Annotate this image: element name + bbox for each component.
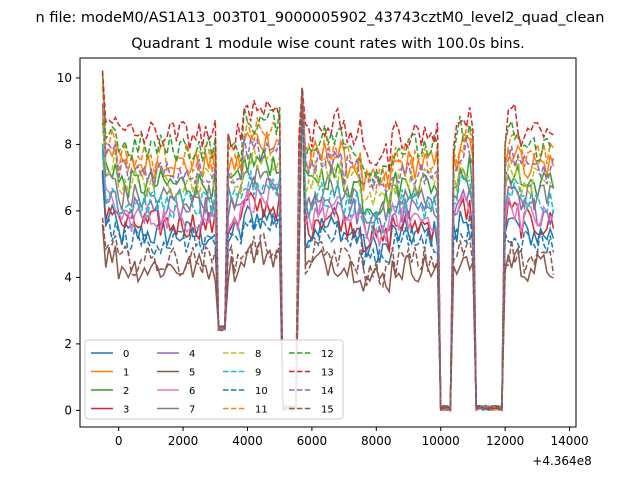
legend-label-1: 1 (123, 368, 129, 379)
y-tick-label: 10 (57, 71, 72, 85)
y-tick-label: 8 (64, 137, 72, 151)
x-axis: 0 2000 4000 6000 8000 10000 12000 14000 (115, 427, 589, 448)
x-tick-label: 6000 (297, 434, 328, 448)
legend-label-12: 12 (321, 349, 334, 360)
figure-supertitle: n file: modeM0/AS1A13_003T01_9000005902_… (35, 10, 605, 26)
y-axis: 0 2 4 6 8 10 (57, 71, 80, 417)
plot-area-frame (79, 57, 577, 428)
legend-label-7: 7 (189, 405, 195, 416)
x-axis-offset-label: +4.364e8 (532, 454, 591, 468)
series-line-12 (101, 73, 554, 412)
chart-title: Quadrant 1 module wise count rates with … (131, 36, 525, 52)
legend-label-0: 0 (123, 349, 129, 360)
legend-label-10: 10 (255, 386, 268, 397)
series-line-9 (101, 87, 555, 412)
x-tick-label: 12000 (486, 434, 524, 448)
legend-label-4: 4 (189, 349, 195, 360)
series-line-14 (101, 87, 555, 412)
y-tick-label: 6 (64, 204, 72, 218)
x-tick-label: 10000 (422, 434, 460, 448)
x-tick-label: 2000 (168, 434, 199, 448)
legend-frame (84, 339, 344, 420)
y-tick-label: 0 (64, 403, 72, 417)
series-line-13 (101, 70, 554, 413)
legend-label-6: 6 (189, 386, 195, 397)
x-tick-label: 14000 (550, 434, 588, 448)
x-tick-label: 4000 (232, 434, 263, 448)
legend-label-14: 14 (321, 386, 334, 397)
legend-label-13: 13 (321, 368, 334, 379)
y-tick-label: 2 (64, 337, 72, 351)
series-layer (101, 70, 555, 413)
legend-label-8: 8 (255, 349, 261, 360)
series-line-15 (101, 87, 555, 412)
series-line-11 (101, 86, 555, 412)
x-tick-label: 8000 (361, 434, 392, 448)
legend-label-11: 11 (255, 405, 268, 416)
legend-label-3: 3 (123, 405, 129, 416)
legend-label-15: 15 (321, 405, 334, 416)
legend-label-9: 9 (255, 368, 261, 379)
legend-label-2: 2 (123, 386, 129, 397)
legend-label-5: 5 (189, 368, 195, 379)
y-tick-label: 4 (64, 270, 72, 284)
x-tick-label: 0 (115, 434, 123, 448)
